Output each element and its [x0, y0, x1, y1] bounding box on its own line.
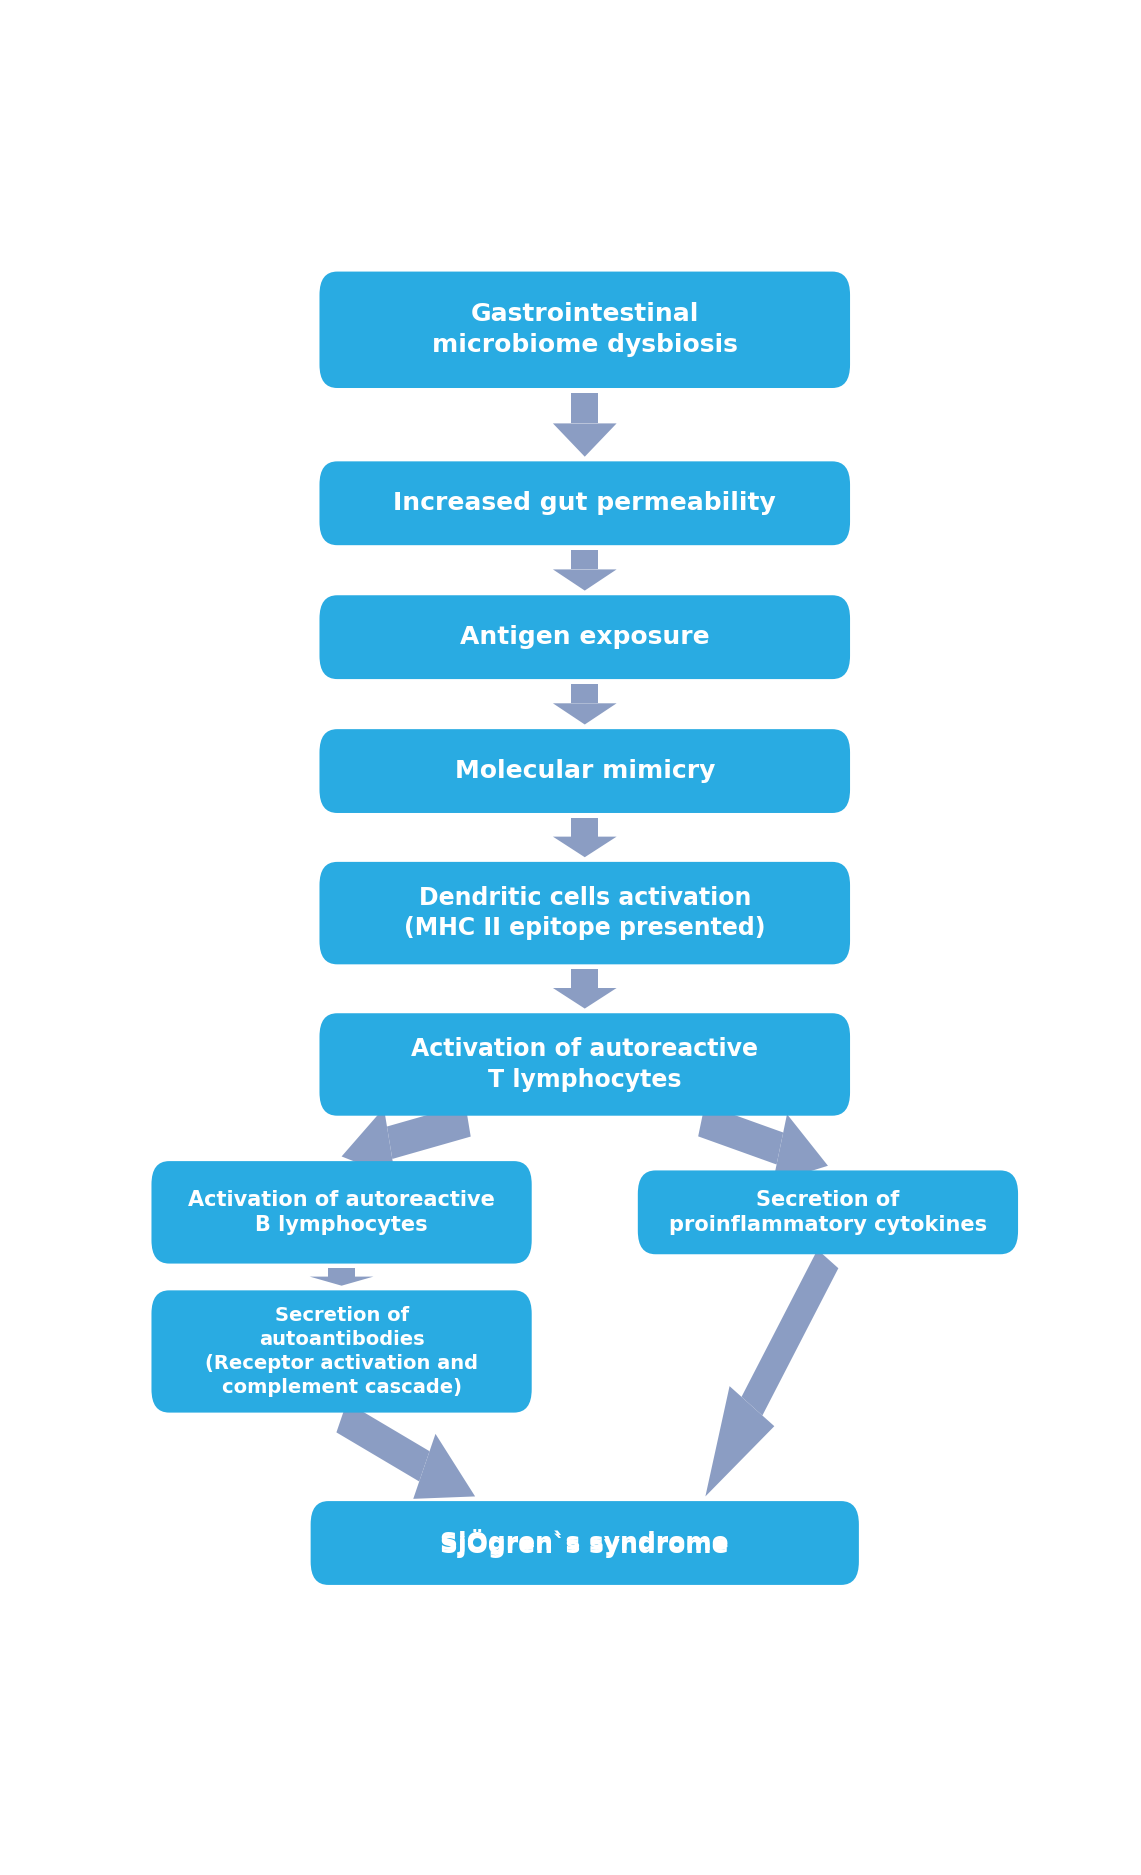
- Polygon shape: [413, 1434, 475, 1498]
- Polygon shape: [698, 1104, 783, 1164]
- Polygon shape: [705, 1386, 775, 1496]
- FancyBboxPatch shape: [310, 1502, 859, 1584]
- Text: Gastrointestinal
microbiome dysbiosis: Gastrointestinal microbiome dysbiosis: [431, 302, 738, 356]
- Polygon shape: [553, 836, 616, 857]
- FancyBboxPatch shape: [638, 1170, 1018, 1254]
- Polygon shape: [553, 570, 616, 591]
- Polygon shape: [742, 1249, 839, 1416]
- Text: SjOgren`s syndrome: SjOgren`s syndrome: [440, 1530, 729, 1554]
- FancyBboxPatch shape: [319, 272, 850, 388]
- Text: Increased gut permeability: Increased gut permeability: [394, 491, 776, 516]
- FancyBboxPatch shape: [152, 1161, 532, 1264]
- Polygon shape: [772, 1114, 828, 1183]
- FancyBboxPatch shape: [319, 461, 850, 546]
- Text: SjÖgren`s syndrome: SjÖgren`s syndrome: [440, 1528, 729, 1558]
- Text: Antigen exposure: Antigen exposure: [460, 624, 710, 649]
- Text: Dendritic cells activation
(MHC II epitope presented): Dendritic cells activation (MHC II epito…: [404, 885, 766, 941]
- Polygon shape: [553, 988, 616, 1009]
- Polygon shape: [572, 684, 598, 703]
- FancyBboxPatch shape: [319, 594, 850, 679]
- Text: Secretion of
autoantibodies
(Receptor activation and
complement cascade): Secretion of autoantibodies (Receptor ac…: [205, 1305, 478, 1397]
- FancyBboxPatch shape: [319, 729, 850, 814]
- Polygon shape: [553, 424, 616, 458]
- Polygon shape: [553, 703, 616, 724]
- Text: Secretion of
proinflammatory cytokines: Secretion of proinflammatory cytokines: [669, 1189, 987, 1236]
- Polygon shape: [337, 1402, 429, 1481]
- Polygon shape: [572, 818, 598, 836]
- Polygon shape: [572, 969, 598, 988]
- Polygon shape: [572, 392, 598, 424]
- Polygon shape: [387, 1104, 471, 1159]
- Polygon shape: [572, 549, 598, 570]
- FancyBboxPatch shape: [319, 862, 850, 964]
- Text: Molecular mimicry: Molecular mimicry: [454, 759, 715, 784]
- Text: Activation of autoreactive
B lymphocytes: Activation of autoreactive B lymphocytes: [188, 1189, 495, 1236]
- Polygon shape: [341, 1108, 396, 1178]
- Text: Activation of autoreactive
T lymphocytes: Activation of autoreactive T lymphocytes: [411, 1037, 759, 1091]
- FancyBboxPatch shape: [152, 1290, 532, 1412]
- FancyBboxPatch shape: [319, 1013, 850, 1116]
- Polygon shape: [309, 1277, 373, 1286]
- Polygon shape: [329, 1268, 355, 1277]
